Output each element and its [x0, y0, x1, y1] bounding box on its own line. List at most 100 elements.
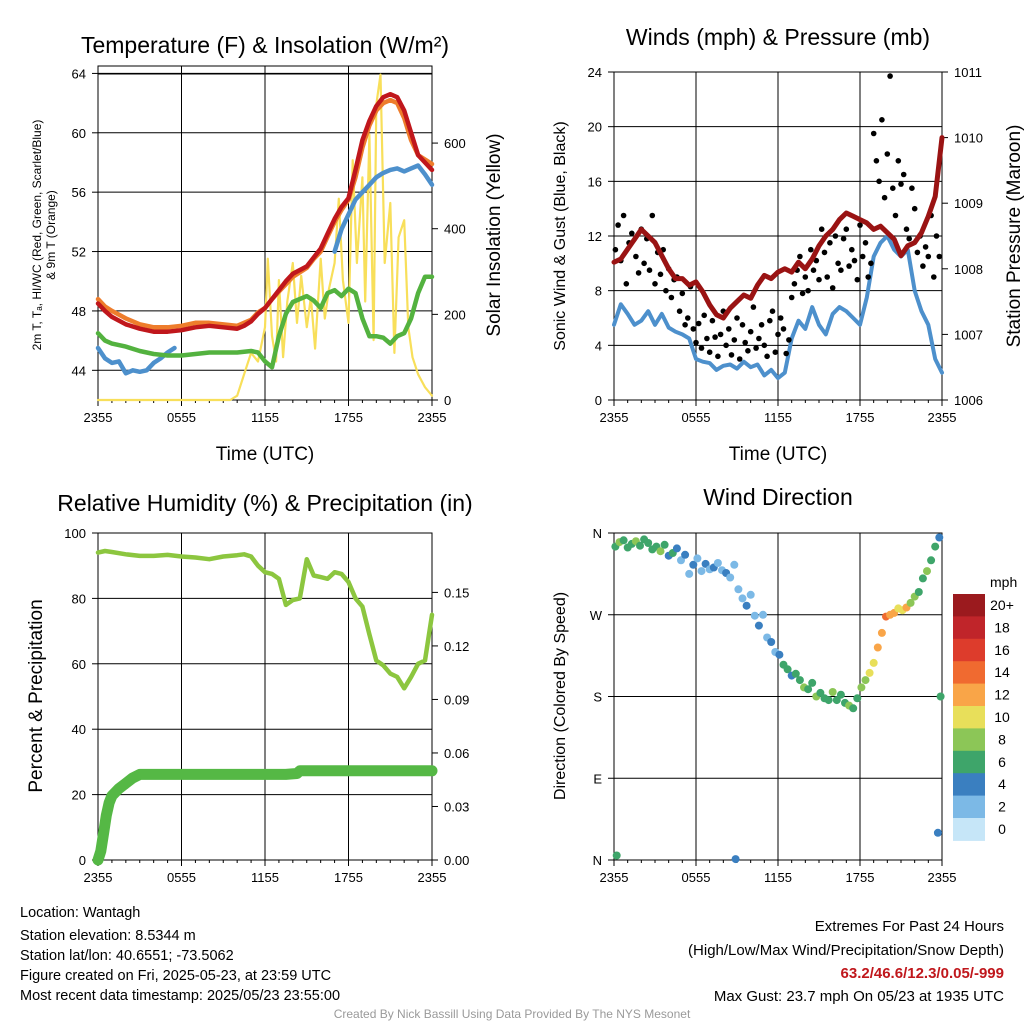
gust-point	[772, 349, 779, 356]
x-tick-label: 2355	[928, 410, 957, 425]
direction-point	[759, 610, 767, 619]
gust-point	[777, 315, 784, 321]
colorbar-swatch	[953, 594, 985, 617]
y2-tick-label: 1009	[954, 196, 983, 211]
x-axis-label: Time (UTC)	[729, 444, 828, 465]
gust-point	[623, 281, 630, 287]
y-tick-label: 20	[588, 120, 602, 135]
gust-point	[745, 348, 751, 354]
temperature-panel: 2355 0555 1155 1755 2355 44 48 52 56 60 64 0 200 400 6…	[30, 32, 505, 465]
colorbar-swatch	[953, 638, 985, 662]
gust-point	[920, 263, 926, 269]
gust-point	[903, 226, 910, 232]
direction-point	[824, 696, 833, 705]
gust-point	[868, 260, 874, 267]
x-tick-label: 0555	[167, 410, 196, 425]
y-tick-label: S	[593, 690, 602, 705]
created-text: Figure created on Fri, 2025-05-23, at 23…	[20, 968, 332, 984]
credit-text: Created By Nick Bassill Using Data Provi…	[333, 1007, 691, 1021]
direction-point	[861, 676, 870, 685]
colorbar-swatch	[953, 683, 985, 707]
x-tick-label: 1155	[251, 870, 279, 885]
y-axis-label: Sonic Wind & Gust (Blue, Black)	[552, 121, 569, 350]
gust-point	[892, 212, 899, 219]
gust-point	[829, 285, 836, 291]
direction-point	[783, 665, 792, 674]
direction-point	[754, 621, 763, 630]
gust-point	[870, 130, 877, 137]
gust-point	[851, 257, 858, 264]
gust-point	[682, 322, 688, 328]
x-tick-label: 2355	[928, 870, 957, 885]
y-tick-label: 0	[79, 853, 86, 868]
gust-point	[843, 226, 850, 232]
latlon-text: Station lat/lon: 40.6551; -73.5062	[20, 948, 234, 964]
gust-point	[865, 274, 871, 280]
gust-point	[909, 185, 915, 191]
gust-point	[775, 331, 781, 338]
y-tick-label: 16	[588, 174, 602, 189]
direction-point	[795, 676, 804, 685]
y2-tick-label: 200	[444, 307, 466, 322]
y2-tick-label: 0.03	[444, 799, 469, 814]
gust-point	[857, 222, 863, 228]
y2-tick-label: 0.06	[444, 746, 469, 761]
direction-point	[730, 560, 739, 569]
colorbar-swatch	[953, 750, 985, 774]
extremes-values: 63.2/46.6/12.3/0.05/-999	[840, 965, 1004, 982]
y2-tick-label: 0	[444, 393, 451, 408]
gust-point	[895, 158, 902, 164]
gust-point	[900, 171, 907, 178]
direction-point	[775, 650, 784, 659]
chart-title: Winds (mph) & Pressure (mb)	[626, 24, 930, 50]
gust-point	[832, 233, 839, 239]
gust-point	[783, 350, 789, 357]
gust-point	[731, 337, 738, 343]
colorbar-label: 16	[994, 642, 1010, 658]
wind-pressure-panel: 2355 0555 1155 1755 2355 0 4 8 12 16 20 24 1006 1007 1…	[552, 24, 1024, 465]
x-tick-label: 1755	[846, 410, 875, 425]
gust-point	[753, 345, 759, 351]
gust-point	[884, 151, 891, 157]
gust-point	[676, 308, 683, 315]
gust-point	[715, 353, 721, 360]
rh-line	[95, 548, 435, 691]
gust-point	[805, 287, 811, 294]
gust-point	[890, 185, 896, 191]
gust-point	[649, 212, 656, 219]
gust-point	[786, 337, 792, 343]
gust-point	[742, 339, 748, 346]
direction-point	[804, 685, 813, 694]
y-tick-label: 48	[72, 304, 86, 319]
precip-line	[92, 765, 438, 866]
gust-point	[698, 345, 705, 351]
gust-point	[840, 235, 847, 242]
series-line	[332, 163, 435, 254]
gust-point	[704, 335, 710, 342]
y-tick-label: 100	[64, 526, 86, 541]
gust-point	[641, 260, 647, 267]
direction-point	[869, 658, 878, 667]
direction-point	[791, 669, 800, 678]
y2-tick-label: 1006	[954, 393, 983, 408]
x-tick-label: 2355	[418, 870, 447, 885]
gust-point	[747, 328, 754, 335]
direction-point	[738, 594, 747, 603]
direction-point	[734, 585, 743, 594]
colorbar-label: 18	[994, 619, 1010, 635]
x-tick-label: 2355	[600, 870, 629, 885]
gust-point	[835, 260, 841, 267]
gust-point	[695, 320, 702, 327]
colorbar-label: 2	[998, 799, 1006, 815]
colorbar-label: 10	[994, 709, 1010, 725]
direction-point	[873, 643, 882, 652]
y-tick-label: 56	[72, 185, 86, 200]
gust-point	[925, 253, 932, 260]
x-tick-label: 1155	[251, 410, 279, 425]
gust-point	[887, 73, 893, 79]
direction-point	[731, 855, 740, 864]
direction-point	[726, 573, 735, 582]
x-tick-label: 2355	[418, 410, 447, 425]
gust-point	[824, 274, 830, 280]
x-tick-label: 2355	[84, 870, 113, 885]
